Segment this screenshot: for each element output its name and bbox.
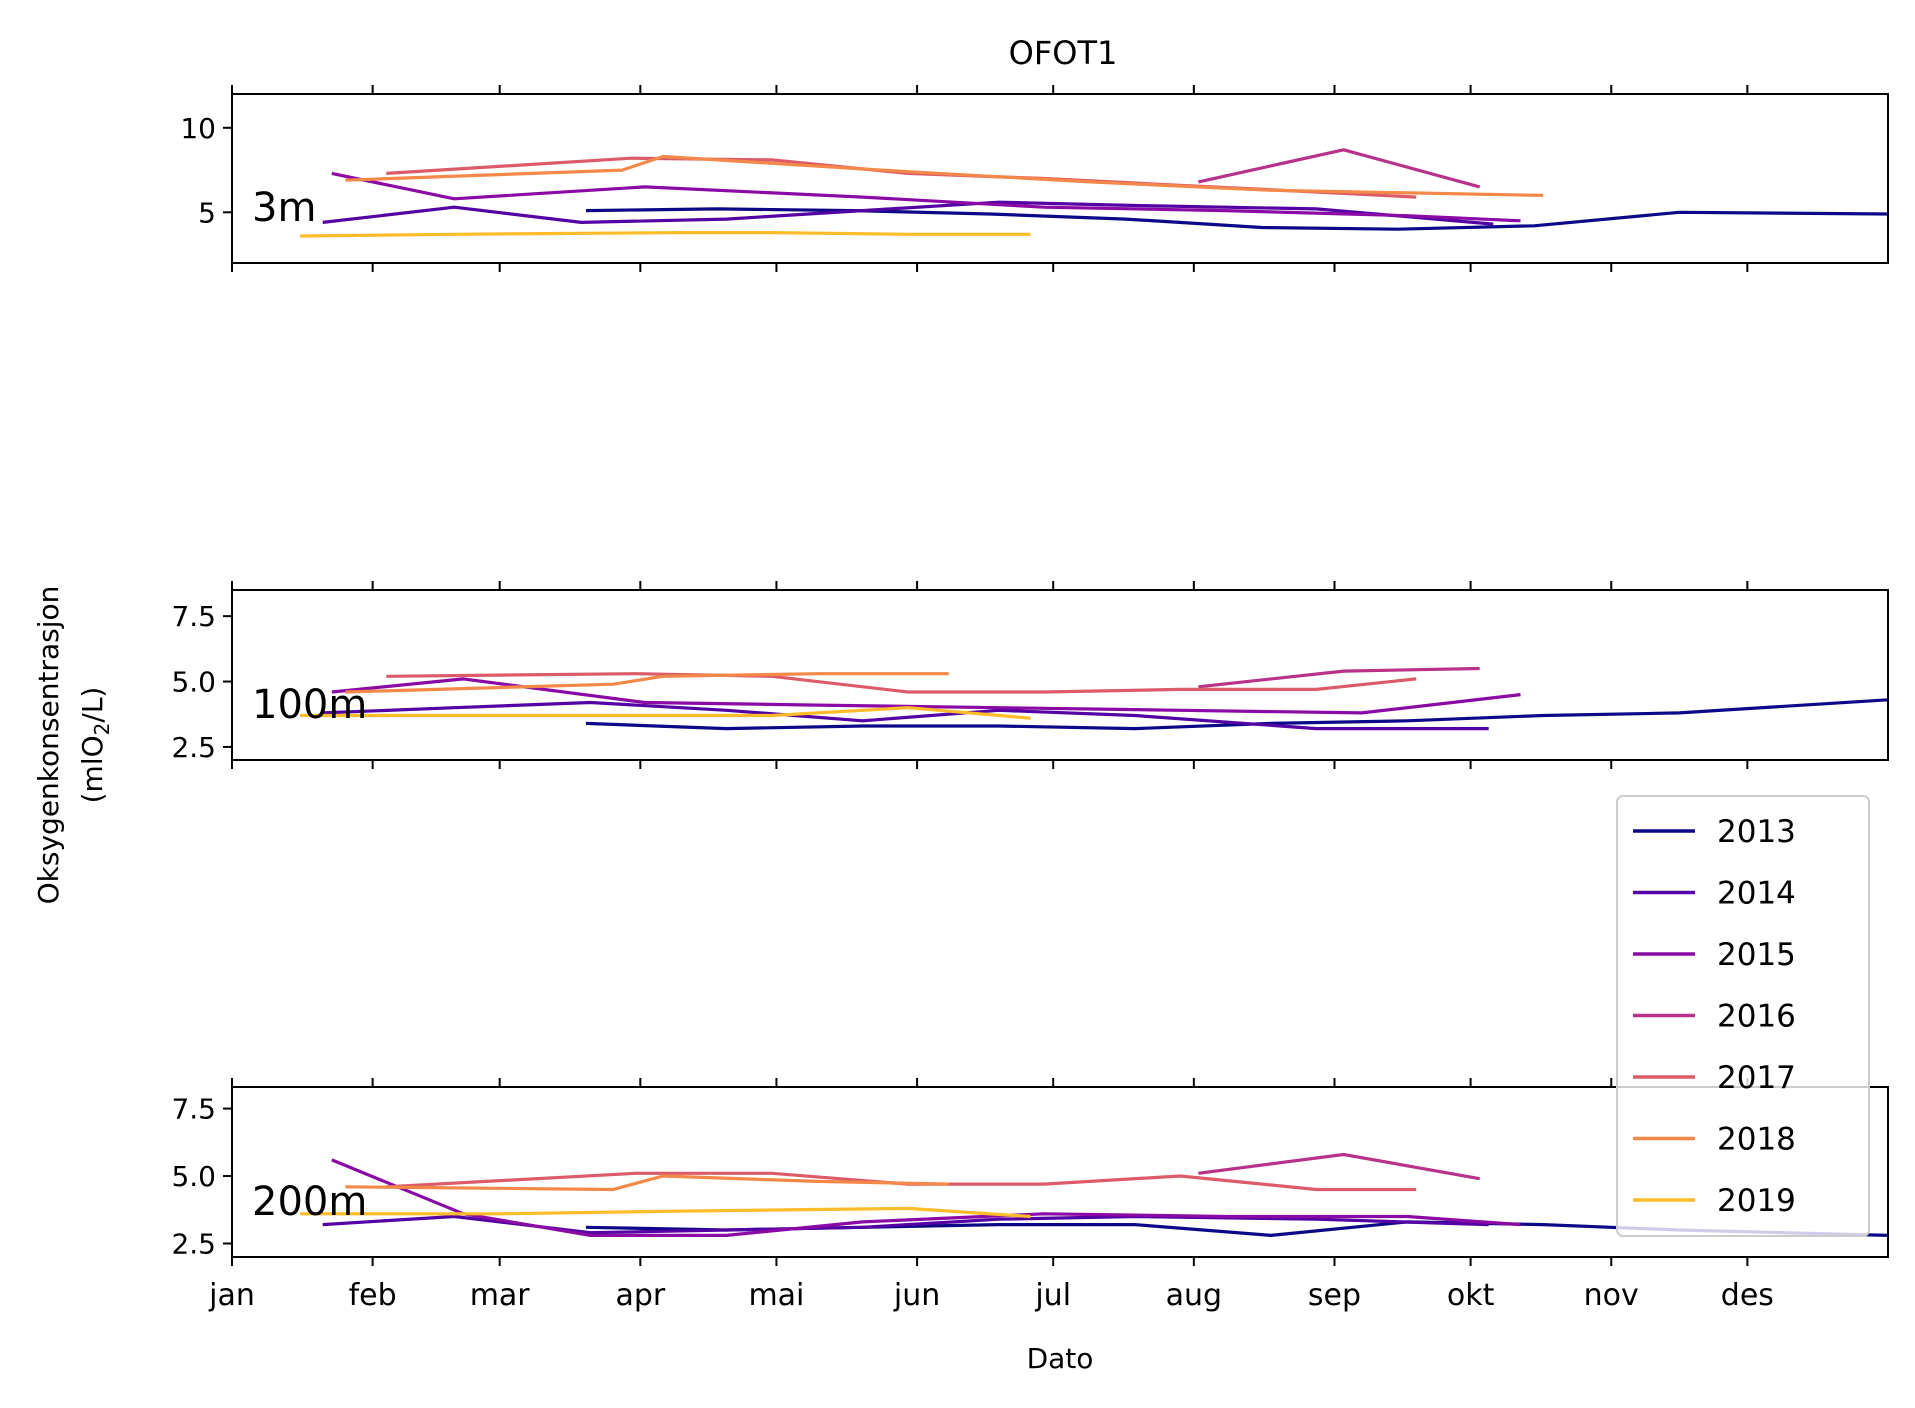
y-axis-label-post: /L) — [76, 687, 109, 723]
depth-label-100m: 100m — [252, 682, 367, 728]
y-tick-label: 7.5 — [171, 1093, 216, 1126]
y-tick-label: 5.0 — [171, 666, 216, 699]
y-tick-label: 10 — [180, 112, 216, 145]
series-line-2014-200m — [322, 1214, 1489, 1235]
series-line-2019-200m — [300, 1206, 1031, 1219]
depth-label-200m: 200m — [252, 1179, 367, 1225]
x-tick-label-jan: jan — [208, 1278, 255, 1313]
panel-3m: 5 10 3m — [180, 85, 1889, 272]
legend-label-2016: 2016 — [1717, 999, 1796, 1035]
x-axis-label: Dato — [1027, 1342, 1094, 1375]
legend-frame — [1616, 795, 1870, 1237]
x-tick-label-jun: jun — [893, 1278, 940, 1313]
legend-label-2019: 2019 — [1717, 1183, 1796, 1219]
y-tick-label: 2.5 — [171, 1228, 216, 1261]
legend-label-2018: 2018 — [1717, 1122, 1796, 1158]
series-line-2017-200m — [386, 1171, 1417, 1192]
x-tick-label-aug: aug — [1166, 1278, 1222, 1313]
panel-frame-100m — [231, 589, 1889, 761]
depth-label-3m: 3m — [252, 185, 316, 231]
y-tick-label: 7.5 — [171, 600, 216, 633]
series-line-2019-100m — [300, 706, 1031, 720]
legend-label-2017: 2017 — [1717, 1060, 1796, 1096]
y-tick-label: 2.5 — [171, 731, 216, 764]
x-tick-label-jul: jul — [1034, 1278, 1071, 1313]
series-line-2014-3m — [322, 200, 1494, 226]
series-line-2013-100m — [585, 698, 1889, 731]
series-line-2016-3m — [1198, 148, 1481, 189]
x-tick-label-des: des — [1721, 1278, 1774, 1313]
legend-label-2013: 2013 — [1717, 814, 1796, 850]
chart-title: OFOT1 — [1009, 34, 1118, 72]
panel-200m: 2.5 5.0 7.5 200m — [171, 1078, 1889, 1266]
series-line-2014-100m — [322, 700, 1489, 731]
y-axis-label-pre: (mlO — [76, 735, 109, 803]
series-line-2016-200m — [1198, 1152, 1480, 1181]
panel-frame-200m — [231, 1086, 1889, 1258]
series-line-2015-3m — [331, 171, 1521, 223]
series-line-2015-200m — [331, 1158, 1521, 1238]
legend: 2013 2014 2015 2016 2017 2018 2019 — [1616, 795, 1870, 1237]
x-tick-label-apr: apr — [615, 1278, 665, 1313]
panel-100m: 2.5 5.0 7.5 100m — [171, 581, 1889, 769]
series-line-2016-100m — [1198, 666, 1480, 689]
legend-label-2014: 2014 — [1717, 876, 1796, 912]
series-line-2017-100m — [386, 672, 1417, 694]
x-tick-label-feb: feb — [349, 1278, 397, 1313]
series-line-2018-3m — [345, 154, 1544, 197]
series-line-2018-200m — [345, 1174, 949, 1192]
panels-group: 5 10 3m 2.5 5.0 7.5 100m 2.5 5.0 7.5 200m jan feb mar… — [171, 85, 1889, 1313]
x-tick-label-mai: mai — [748, 1278, 804, 1313]
y-axis-label-line1: Oksygenkonsentrasjon — [32, 586, 65, 905]
x-tick-label-sep: sep — [1308, 1278, 1361, 1313]
x-tick-label-okt: okt — [1447, 1278, 1495, 1313]
legend-label-2015: 2015 — [1717, 937, 1796, 973]
y-axis-label-line2: (mlO2/L) — [76, 687, 114, 804]
panel-frame-3m — [231, 93, 1889, 264]
series-line-2019-3m — [300, 231, 1031, 238]
x-tick-label-mar: mar — [470, 1278, 531, 1313]
y-axis-label-sub: 2 — [90, 723, 114, 736]
series-line-2018-100m — [345, 672, 949, 694]
y-tick-label: 5.0 — [171, 1160, 216, 1193]
series-line-2013-3m — [585, 207, 1889, 231]
x-tick-label-nov: nov — [1584, 1278, 1639, 1313]
y-tick-label: 5 — [198, 196, 216, 229]
